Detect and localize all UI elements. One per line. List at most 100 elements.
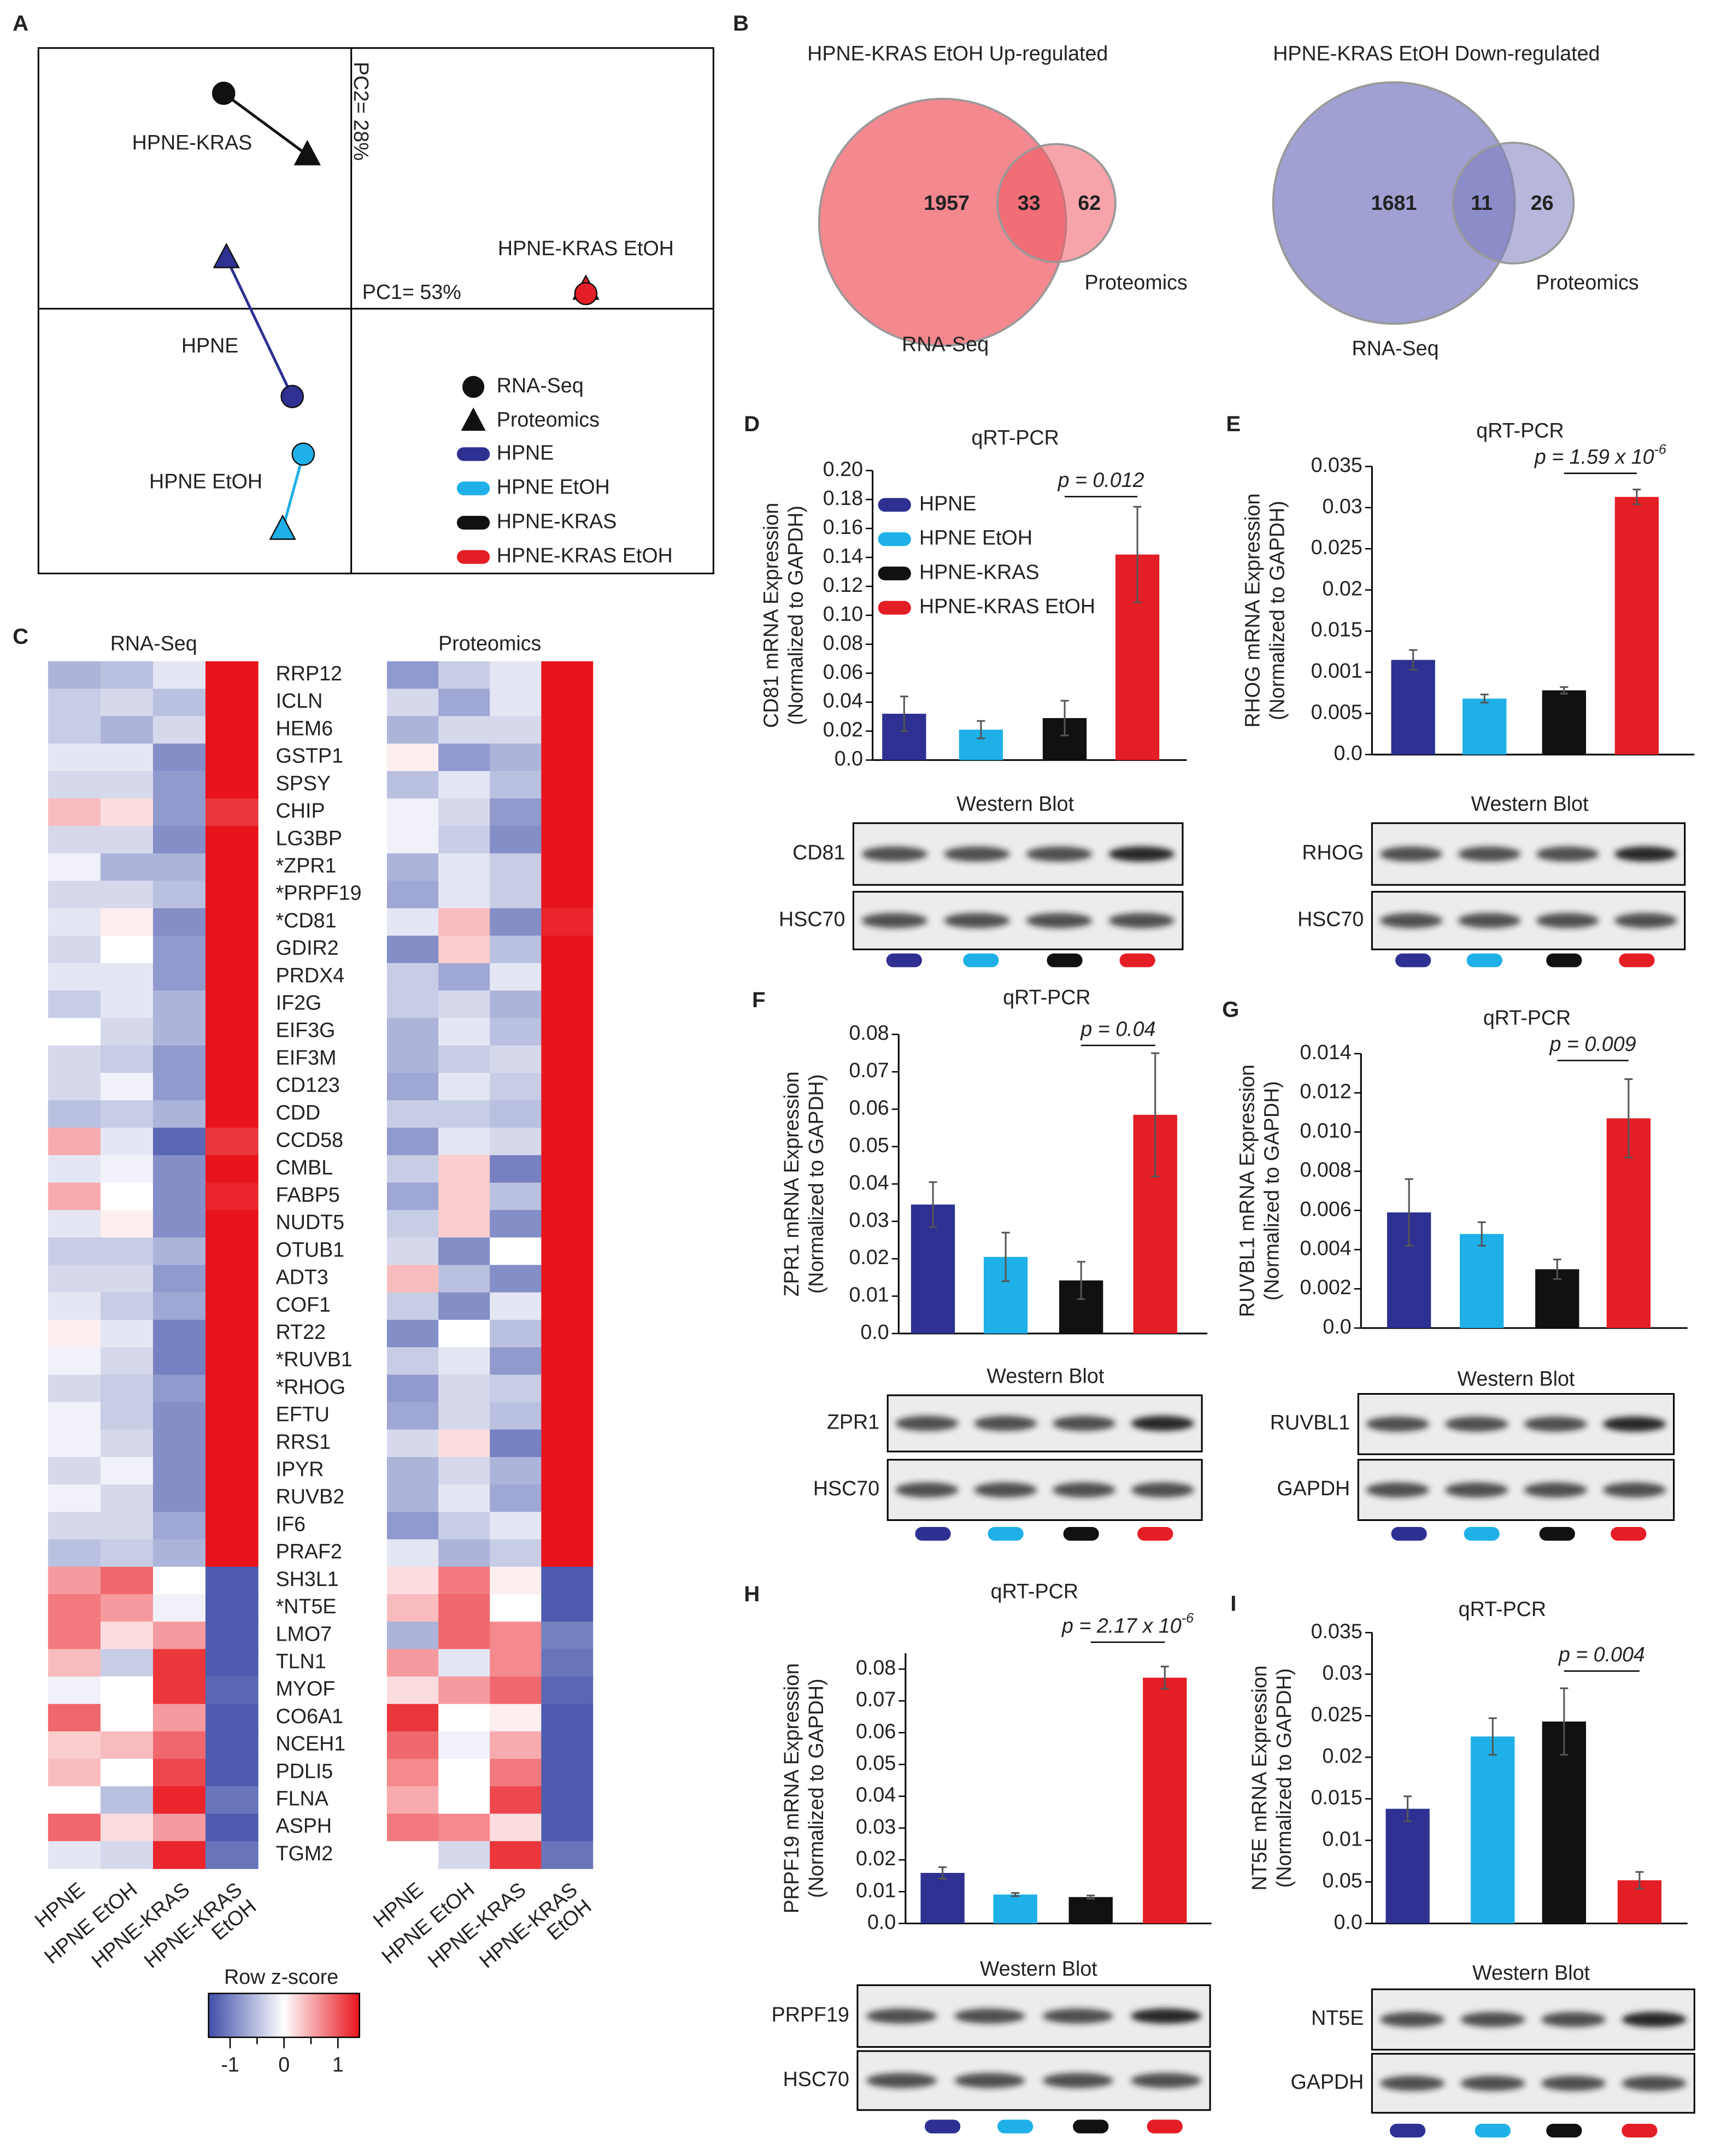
blot-band [1131, 1415, 1194, 1431]
y-tick-label: 0.12 [823, 573, 863, 596]
y-tick-label: 0.04 [823, 689, 863, 712]
row-label: NUDT5 [276, 1211, 344, 1233]
heatmap-cell [438, 1347, 490, 1376]
heatmap-cell [541, 1265, 594, 1293]
heatmap-cell [100, 853, 154, 882]
heatmap-cell [205, 826, 259, 854]
legend-label: HPNE EtOH [919, 526, 1032, 549]
heatmap-cell [541, 1292, 594, 1320]
heatmap-cell [541, 880, 594, 909]
heatmap-cell [100, 1347, 154, 1376]
heatmap-cell [438, 1649, 490, 1677]
heatmap-cell [490, 1073, 542, 1101]
heatmap-cell [48, 1566, 101, 1595]
heatmap-cell [48, 1703, 101, 1732]
y-tick-label: 0.002 [1300, 1276, 1352, 1299]
y-tick-label: 0.01 [849, 1283, 889, 1306]
row-label: EFTU [276, 1403, 330, 1426]
heatmap-cell [100, 1759, 154, 1787]
blot-band [1042, 2008, 1113, 2024]
heatmap-cell [205, 1676, 259, 1705]
legend-label: HPNE-KRAS [919, 560, 1039, 583]
row-label: MYOF [276, 1677, 336, 1700]
heatmap-cell [541, 963, 594, 991]
heatmap-cell [100, 1045, 154, 1073]
heatmap-cell [205, 1566, 259, 1595]
venn-count: 1957 [924, 191, 970, 214]
legend-swatch [456, 447, 490, 461]
heatmap-cell [541, 1402, 594, 1430]
pca-point [213, 243, 240, 268]
heatmap-cell [152, 880, 206, 909]
heatmap-cell [490, 1292, 542, 1320]
heatmap-cell [205, 1484, 259, 1513]
heatmap-cell [490, 1045, 542, 1073]
color-key [1390, 2124, 1426, 2138]
heatmap-cell [490, 1786, 542, 1814]
pca-point [574, 281, 598, 306]
blot-band [1614, 846, 1677, 862]
error-bar [938, 1866, 947, 1879]
heatmap-cell [438, 963, 490, 991]
heatmap-cell [438, 1484, 490, 1513]
heatmap-cell [386, 1374, 439, 1403]
heatmap-cell [48, 1429, 101, 1458]
heatmap-cell [541, 1813, 594, 1842]
heatmap-cell [205, 908, 259, 936]
heatmap-cell [541, 1100, 594, 1129]
heatmap-cell [100, 1402, 154, 1430]
heatmap-cell [152, 1127, 206, 1156]
row-label: CO6A1 [276, 1705, 343, 1728]
heatmap-cell [152, 1786, 206, 1814]
heatmap-cell [541, 1703, 594, 1732]
row-label: *PRPF19 [276, 882, 362, 904]
row-label: HEM6 [276, 716, 333, 739]
blot-row-label: CD81 [792, 841, 845, 864]
heatmap-cell [205, 880, 259, 909]
heatmap-cell [386, 1786, 439, 1814]
heatmap-cell [438, 880, 490, 909]
heatmap-cell [386, 880, 439, 909]
heatmap-cell [48, 1045, 101, 1073]
heatmap-cell [438, 1703, 490, 1732]
venn-title: HPNE-KRAS EtOH Up-regulated [807, 42, 1108, 64]
heatmap-cell [541, 1786, 594, 1814]
heatmap-cell [48, 936, 101, 964]
blot-band [1541, 2012, 1606, 2028]
row-label: CHIP [276, 799, 325, 822]
heatmap-cell [48, 1512, 101, 1540]
row-label: PDLI5 [276, 1759, 333, 1782]
heatmap-cell [152, 689, 206, 717]
blot-band [895, 1482, 959, 1498]
row-label: RRP12 [276, 662, 342, 685]
heatmap-cell [541, 1429, 594, 1458]
heatmap-cell [152, 1622, 206, 1650]
heatmap-cell [541, 1539, 594, 1567]
heatmap-cell [386, 1731, 439, 1760]
color-key [915, 1527, 951, 1541]
p-value-text: p = 0.012 [1058, 468, 1144, 491]
chart-title: qRT-PCR [972, 426, 1059, 449]
heatmap-cell [205, 1374, 259, 1403]
heatmap-cell [152, 771, 206, 799]
row-label: RUVB2 [276, 1485, 345, 1508]
heatmap-cell [205, 1182, 259, 1211]
blot-title: Western Blot [1472, 1961, 1590, 1984]
row-label: GSTP1 [276, 744, 343, 767]
y-axis-label: (Normalized to GAPDH) [784, 506, 807, 725]
error-bar [1624, 1078, 1633, 1159]
error-bar [1077, 1261, 1085, 1300]
heatmap-cell [438, 1182, 490, 1211]
blot-band [1602, 1482, 1666, 1498]
heatmap-cell [48, 1731, 101, 1760]
y-tick-label: 0.08 [856, 1656, 896, 1679]
heatmap-cell [490, 661, 542, 689]
heatmap-cell [152, 1731, 206, 1760]
bar [993, 1894, 1037, 1924]
heatmap-cell [100, 771, 154, 799]
y-tick-label: 0.02 [856, 1847, 896, 1870]
heatmap-cell [152, 1374, 206, 1403]
blot-band [1536, 913, 1599, 929]
heatmap-cell [48, 1759, 101, 1787]
blot-row-label: ZPR1 [827, 1410, 879, 1433]
